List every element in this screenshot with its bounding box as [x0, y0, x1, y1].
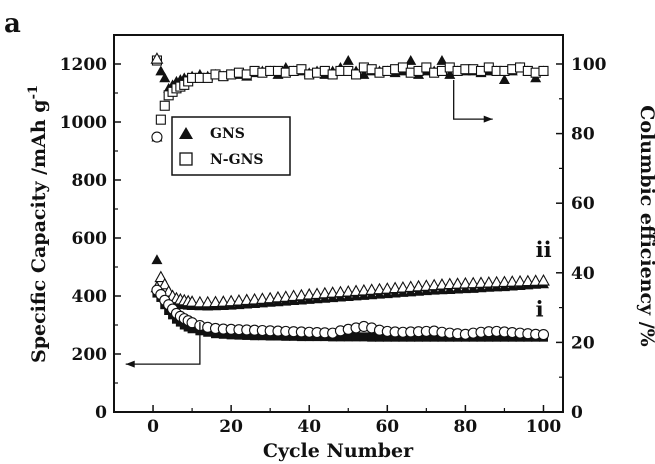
x-axis-title: Cycle Number: [263, 440, 414, 462]
series-n-gns-discharge-capacity: [150, 270, 550, 308]
data-point: [342, 55, 354, 65]
x-tick-label: 40: [297, 417, 321, 437]
data-point: [155, 114, 166, 125]
data-markers: [150, 52, 550, 342]
data-point: [451, 277, 465, 289]
data-point: [159, 72, 171, 83]
y-tick-label: 1200: [60, 55, 107, 75]
data-point: [505, 275, 519, 287]
series-n-gns-columbic-efficiency: [151, 55, 549, 125]
legend: GNS N-GNS: [171, 116, 291, 176]
data-point: [193, 295, 207, 308]
y2-tick-label: 0: [571, 403, 583, 423]
data-point: [436, 55, 448, 65]
y2-tick-label: 80: [571, 125, 595, 145]
data-point: [521, 274, 535, 287]
x-tick-label: 60: [375, 417, 399, 437]
data-point: [443, 277, 457, 290]
data-point: [382, 332, 392, 342]
series-first-cycle-open-triangle-right-axis-: [150, 52, 164, 64]
data-point: [429, 332, 439, 342]
axis-arrows: [125, 79, 493, 368]
y-tick-label: 800: [72, 171, 108, 191]
data-point: [513, 274, 527, 287]
y-axis-right: 0 20 40 60 80 100: [556, 55, 607, 423]
curve-label-i: i: [536, 296, 544, 321]
y-axis-title-main: Specific Capacity /mAh g: [28, 99, 50, 363]
data-point: [351, 332, 361, 342]
data-point: [151, 131, 163, 143]
legend-label-ngns: N-GNS: [210, 152, 263, 168]
data-point: [498, 74, 510, 85]
x-tick-label: 0: [147, 417, 159, 437]
data-point: [492, 332, 502, 342]
data-point: [538, 65, 549, 76]
x-axis: 0 20 40 60 80 100: [147, 405, 561, 437]
data-point: [421, 332, 431, 342]
y-tick-label: 1000: [60, 113, 107, 133]
series-first-cycle-open-circle-right-axis-: [151, 131, 163, 143]
capacity-arrow: [125, 322, 201, 365]
data-point: [187, 324, 197, 334]
legend-marker-gns: [179, 127, 193, 139]
y2-tick-label: 60: [571, 194, 595, 214]
data-point: [154, 270, 168, 283]
data-point: [201, 295, 215, 308]
y2-tick-label: 20: [571, 333, 595, 353]
x-tick-label: 20: [219, 417, 243, 437]
x-tick-label: 100: [526, 417, 562, 437]
data-point: [367, 332, 377, 342]
y-axis-title-superscript: -1: [26, 85, 41, 99]
data-point: [498, 275, 511, 288]
data-point: [529, 274, 543, 286]
data-point: [405, 55, 417, 65]
curve-label-ii: ii: [536, 237, 552, 262]
data-point: [343, 332, 353, 342]
efficiency-arrow-head: [483, 115, 493, 123]
panel-label: a: [4, 9, 21, 39]
capacity-arrow-head: [125, 360, 135, 368]
data-point: [155, 65, 167, 76]
data-point: [421, 62, 432, 73]
data-point: [490, 275, 504, 288]
data-point: [151, 254, 163, 265]
data-point: [397, 62, 408, 73]
data-point: [335, 332, 345, 342]
data-point: [466, 276, 480, 289]
plot-frame: [113, 34, 564, 413]
data-point: [351, 69, 362, 80]
data-point: [444, 284, 456, 295]
data-point: [150, 52, 164, 64]
data-point: [158, 277, 172, 290]
y-tick-label: 200: [72, 345, 108, 365]
y-axis-left: 0 200 400 600 800 1000 1200: [60, 34, 121, 423]
y-axis-title: Specific Capacity /mAh g-1: [26, 85, 50, 363]
y-tick-label: 400: [72, 287, 108, 307]
y2-tick-label: 40: [571, 264, 595, 284]
efficiency-arrow: [453, 79, 493, 120]
data-point: [296, 64, 307, 75]
data-point: [159, 100, 170, 111]
curve-annotations: iii: [536, 237, 552, 321]
y2-axis-title: Columbic efficiency /%: [636, 105, 655, 346]
series-n-gns-charge-capacity: [151, 284, 550, 341]
y2-tick-label: 100: [571, 55, 607, 75]
data-point: [209, 295, 222, 308]
data-point: [374, 332, 384, 342]
data-point: [359, 332, 369, 342]
y-tick-label: 600: [72, 229, 108, 249]
data-point: [444, 68, 456, 79]
data-point: [185, 295, 199, 307]
data-point: [358, 68, 370, 79]
data-point: [537, 329, 550, 341]
data-point: [474, 276, 488, 288]
x-tick-label: 80: [454, 417, 478, 437]
y-tick-label: 0: [95, 403, 107, 423]
legend-marker-ngns: [179, 152, 193, 166]
legend-label-gns: GNS: [210, 126, 245, 142]
data-point: [482, 276, 496, 288]
data-point: [537, 273, 550, 286]
data-point: [458, 276, 472, 289]
